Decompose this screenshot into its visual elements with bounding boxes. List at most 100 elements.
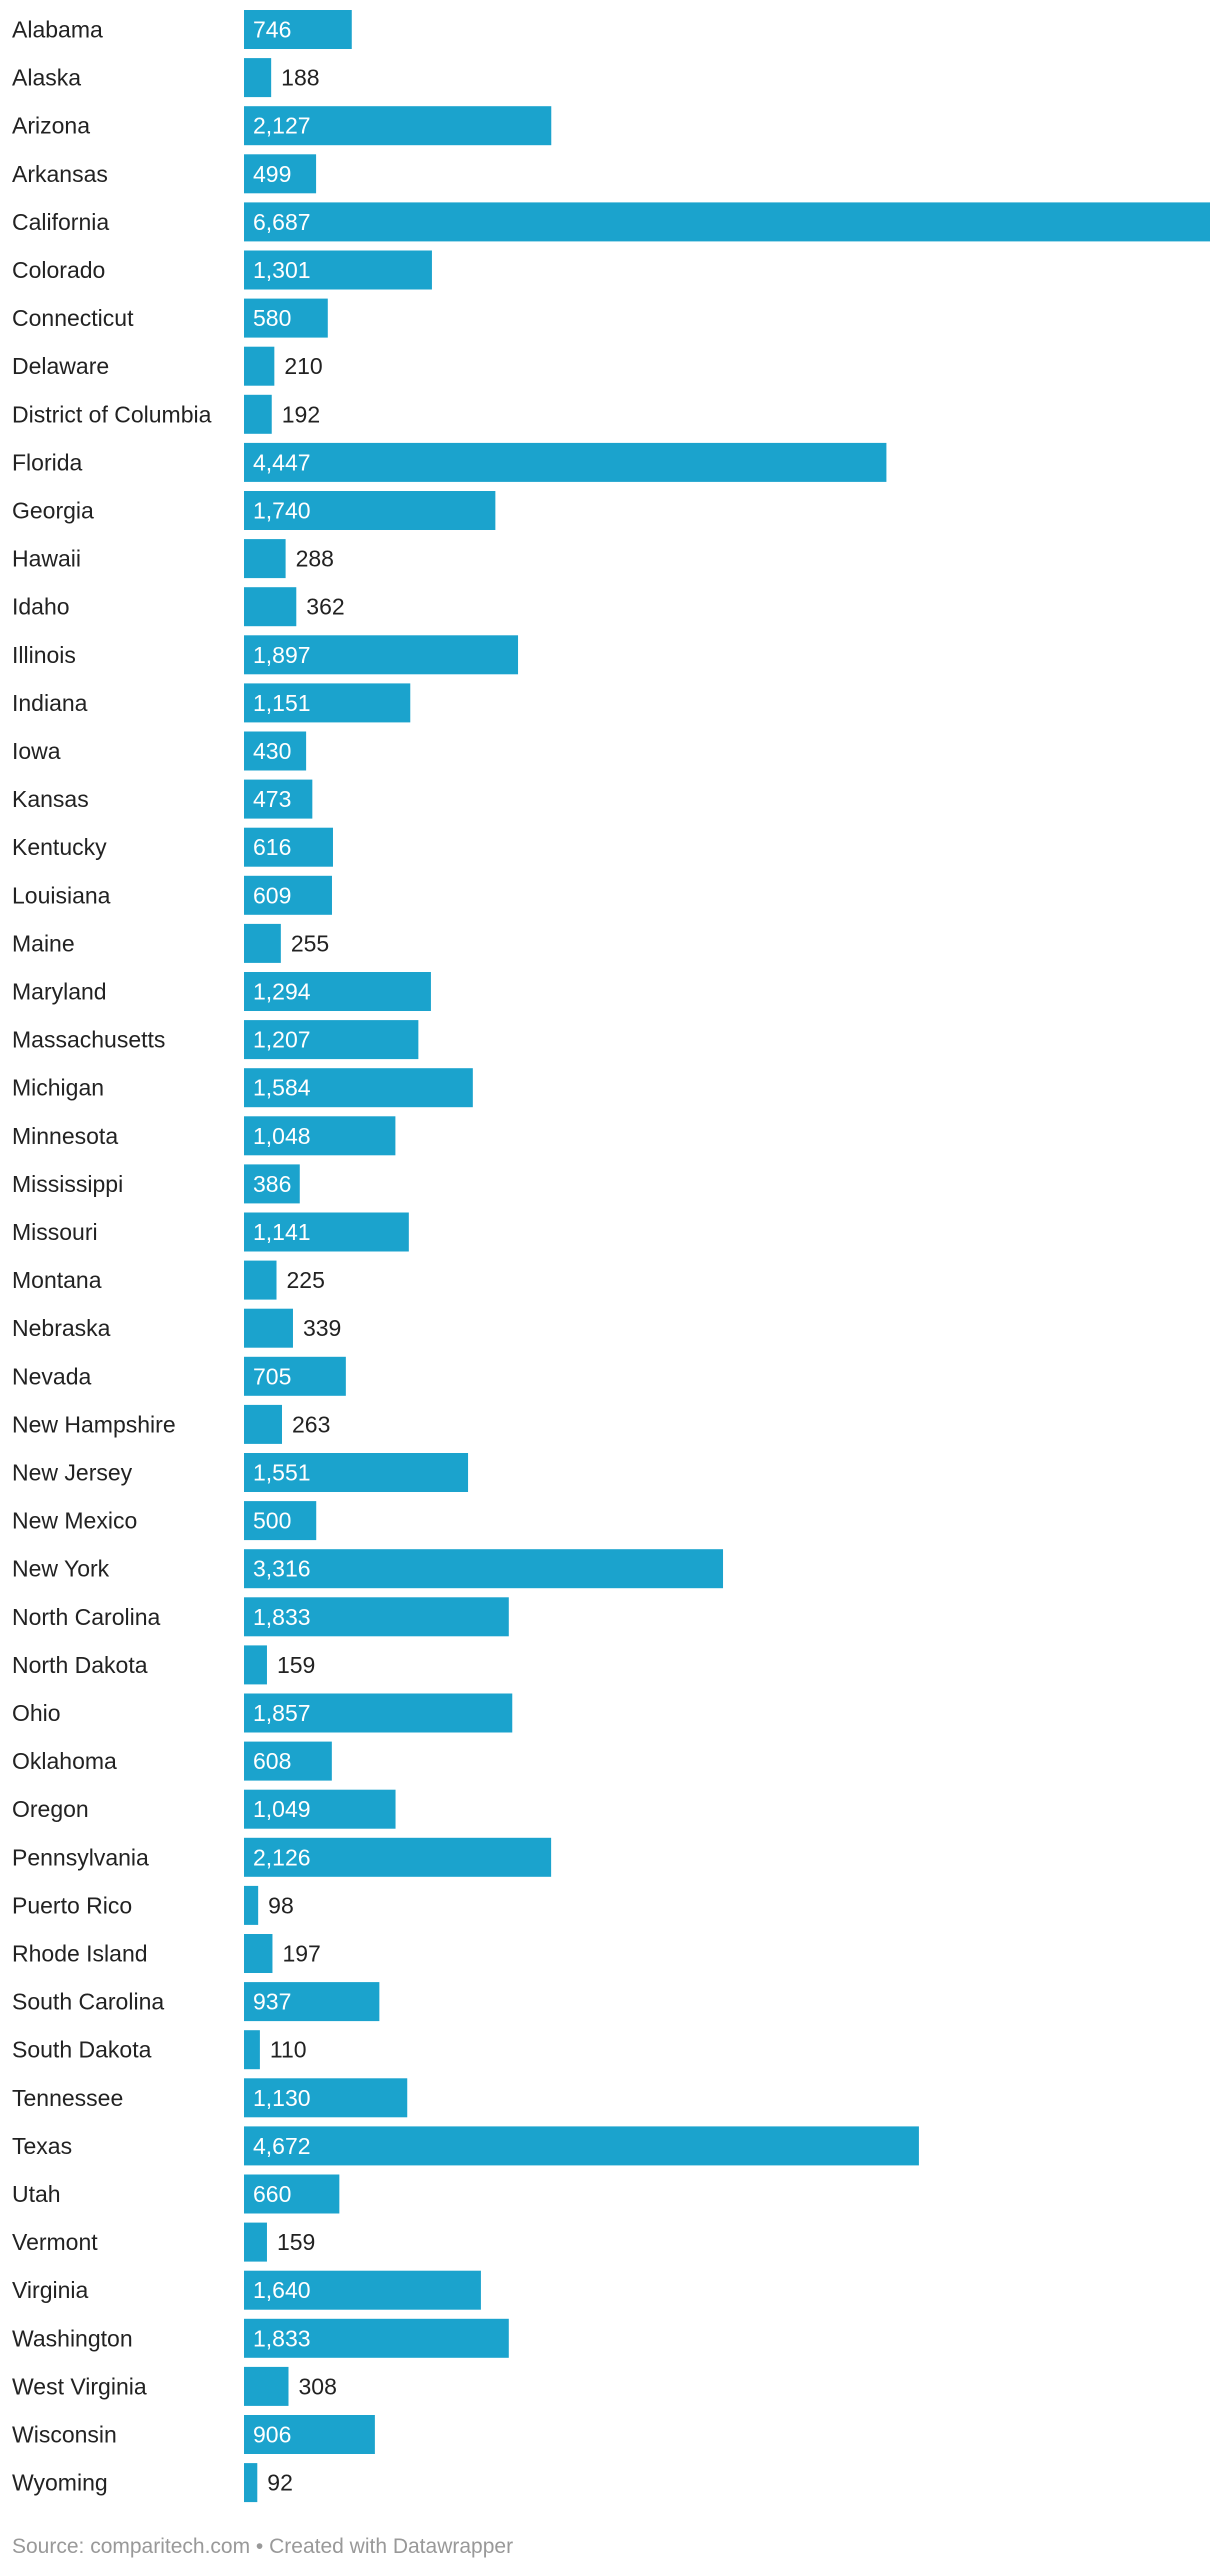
- category-label: Illinois: [12, 642, 76, 668]
- category-label: Hawaii: [12, 546, 81, 572]
- bar: [244, 1453, 469, 1492]
- bar: [244, 587, 297, 627]
- category-label: Massachusetts: [12, 1027, 165, 1053]
- category-label: Wisconsin: [12, 2422, 117, 2448]
- value-label: 1,207: [253, 1027, 311, 1053]
- bar: [244, 442, 887, 482]
- bar: [244, 635, 519, 675]
- bar: [244, 779, 313, 819]
- value-label: 225: [287, 1267, 325, 1293]
- category-label: New York: [12, 1556, 110, 1582]
- bar: [244, 1885, 259, 1925]
- bar: [244, 1356, 346, 1396]
- bar: [244, 972, 431, 1011]
- value-label: 3,316: [253, 1556, 311, 1582]
- value-label: 1,049: [253, 1796, 311, 1822]
- value-label: 2,127: [253, 113, 311, 139]
- value-label: 580: [253, 305, 291, 331]
- bar: [244, 106, 552, 146]
- value-label: 362: [306, 594, 344, 620]
- value-label: 4,672: [253, 2133, 311, 2159]
- value-label: 1,833: [253, 1604, 311, 1630]
- bar: [244, 2222, 267, 2262]
- bar: [244, 2270, 481, 2310]
- category-label: Montana: [12, 1267, 102, 1293]
- bar: [244, 491, 496, 530]
- category-label: Mississippi: [12, 1171, 123, 1197]
- category-label: Kansas: [12, 786, 89, 812]
- category-label: Nebraska: [12, 1315, 111, 1341]
- value-label: 98: [268, 1892, 294, 1918]
- value-label: 660: [253, 2181, 291, 2207]
- value-label: 1,833: [253, 2325, 311, 2351]
- bar: [244, 683, 411, 723]
- bar: [244, 2463, 258, 2503]
- bar: [244, 298, 328, 338]
- category-label: Michigan: [12, 1075, 104, 1101]
- bar: [244, 875, 332, 915]
- value-label: 159: [277, 2229, 315, 2255]
- bar: [244, 1212, 409, 1252]
- value-label: 159: [277, 1652, 315, 1678]
- value-label: 1,584: [253, 1075, 311, 1101]
- bar: [244, 1693, 513, 1733]
- category-label: Oregon: [12, 1796, 89, 1822]
- value-label: 255: [291, 930, 329, 956]
- value-label: 906: [253, 2422, 291, 2448]
- category-label: Texas: [12, 2133, 72, 2159]
- value-label: 110: [270, 2037, 307, 2063]
- category-label: South Carolina: [12, 1989, 164, 2015]
- bar: [244, 1116, 396, 1156]
- bar: [244, 1404, 282, 1444]
- bar: [244, 250, 432, 290]
- value-label: 1,141: [253, 1219, 311, 1245]
- bar: [244, 1549, 724, 1589]
- bar: [244, 2174, 340, 2214]
- category-label: Florida: [12, 449, 83, 475]
- value-label: 6,687: [253, 209, 311, 235]
- value-label: 308: [298, 2373, 336, 2399]
- value-label: 92: [267, 2470, 293, 2496]
- category-label: New Hampshire: [12, 1411, 176, 1437]
- bar: [244, 827, 333, 867]
- value-label: 616: [253, 834, 291, 860]
- category-label: Connecticut: [12, 305, 134, 331]
- value-label: 188: [281, 65, 319, 91]
- value-label: 386: [253, 1171, 291, 1197]
- value-label: 1,301: [253, 257, 311, 283]
- value-label: 608: [253, 1748, 291, 1774]
- value-label: 473: [253, 786, 291, 812]
- value-label: 1,740: [253, 498, 311, 524]
- value-label: 499: [253, 161, 291, 187]
- bar: [244, 1164, 300, 1204]
- value-label: 1,897: [253, 642, 311, 668]
- bar: [244, 1645, 267, 1685]
- category-label: Maryland: [12, 979, 107, 1005]
- bar: [244, 154, 317, 194]
- value-label: 609: [253, 882, 291, 908]
- category-label: Wyoming: [12, 2470, 108, 2496]
- category-label: Alabama: [12, 17, 103, 43]
- category-label: Minnesota: [12, 1123, 118, 1149]
- bar: [244, 923, 281, 963]
- bar: [244, 394, 272, 434]
- category-label: Washington: [12, 2325, 133, 2351]
- category-label: Louisiana: [12, 882, 111, 908]
- bar: [244, 1068, 473, 1108]
- value-label: 192: [282, 401, 320, 427]
- category-label: Iowa: [12, 738, 61, 764]
- bar: [244, 1260, 277, 1300]
- category-label: North Dakota: [12, 1652, 148, 1678]
- value-label: 339: [303, 1315, 341, 1341]
- category-label: Rhode Island: [12, 1941, 148, 1967]
- bar: [244, 2078, 408, 2118]
- bar: [244, 2030, 260, 2070]
- category-label: Delaware: [12, 353, 109, 379]
- bar: [244, 731, 307, 771]
- category-label: Puerto Rico: [12, 1892, 132, 1918]
- value-label: 500: [253, 1508, 291, 1534]
- bar: [244, 346, 275, 386]
- value-label: 263: [292, 1411, 330, 1437]
- category-label: New Mexico: [12, 1508, 137, 1534]
- value-label: 1,151: [253, 690, 311, 716]
